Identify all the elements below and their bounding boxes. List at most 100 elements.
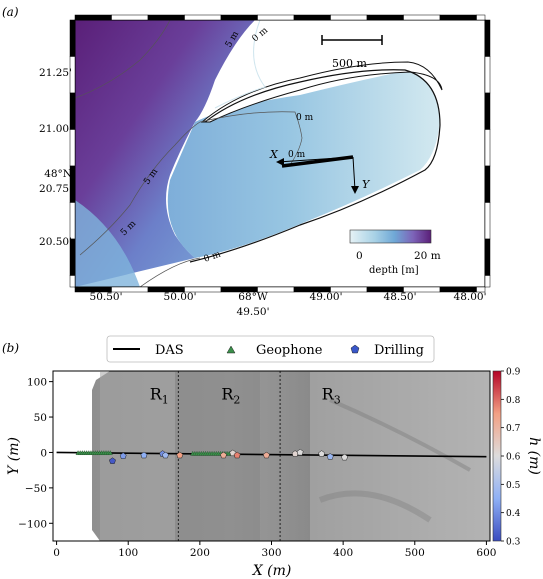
x-tick-label: 200	[190, 547, 210, 559]
contour-label: 0 m	[296, 113, 314, 123]
drilling-marker	[318, 450, 326, 457]
lat-tick: 21.00'	[39, 123, 72, 135]
legend-drilling-label: Drilling	[374, 343, 424, 358]
frame-segment	[484, 56, 491, 94]
x-tick-label: 0	[53, 547, 60, 559]
drilling-marker	[220, 451, 227, 459]
depth-colorbar-min: 0	[356, 250, 363, 262]
frame-segment	[484, 238, 491, 276]
frame-segment	[147, 14, 185, 21]
contour-label: 0 m	[288, 150, 306, 160]
panel-a-label: (a)	[2, 5, 19, 19]
north-shore-land	[200, 20, 485, 287]
frame-segment	[69, 275, 76, 288]
y-arrow-head	[351, 186, 359, 194]
x-tick-label: 100	[118, 547, 138, 559]
depth-colorbar-max: 20 m	[414, 250, 441, 262]
frame-segment	[484, 165, 491, 203]
legend-geophone-label: Geophone	[256, 343, 323, 358]
panel-b: (b) DAS Geophone Drilling R1 R2 R30 100 200 3…	[2, 335, 542, 579]
lat-tick: 21.25'	[39, 67, 72, 79]
geophone-marker	[107, 450, 113, 455]
peninsula-land	[200, 61, 443, 123]
contour-5m-north	[75, 20, 171, 99]
drilling-marker	[140, 451, 148, 459]
y-tick-label: 100	[27, 377, 47, 389]
y-direction-arrow	[352, 156, 356, 191]
frame-segment	[484, 129, 491, 167]
frame-segment	[69, 19, 76, 57]
lon-tick: 49.00'	[310, 291, 343, 303]
frame-segment	[476, 14, 486, 21]
drilling-marker	[341, 453, 348, 461]
legend: DAS Geophone Drilling	[106, 335, 435, 363]
panel-b-label: (b)	[2, 341, 19, 355]
frame-segment	[484, 275, 491, 288]
frame-segment	[220, 14, 258, 21]
x-arrow-head	[276, 158, 284, 166]
y-axis-label: Y (m)	[6, 437, 22, 475]
legend-geophone-swatch	[226, 345, 236, 354]
lon-degree: 68°W	[238, 291, 268, 303]
frame-segment	[184, 14, 222, 21]
drilling-marker	[326, 453, 334, 460]
lon-tick: 49.50'	[237, 306, 270, 318]
frame-segment	[330, 14, 368, 21]
contour-0m-inner	[199, 111, 303, 166]
frame-segment	[403, 14, 441, 21]
legend-das-label: DAS	[155, 343, 184, 358]
shoreline-0m	[189, 69, 441, 263]
lat-tick: 20.75'	[39, 183, 72, 195]
frame-segment	[484, 19, 491, 57]
scale-bar-label: 500 m	[332, 57, 367, 70]
lon-tick: 50.50'	[90, 291, 123, 303]
y-axis-arrow-label: Y	[362, 178, 371, 191]
frame-segment	[74, 14, 112, 21]
x-tick-label: 500	[405, 547, 425, 559]
lon-tick: 50.00'	[164, 291, 197, 303]
y-tick-label: −50	[25, 483, 47, 495]
x-tick-label: 300	[261, 547, 281, 559]
drilling-marker	[109, 457, 116, 464]
depth-colorbar-label: depth [m]	[369, 265, 419, 276]
legend-drilling-swatch	[350, 344, 360, 354]
x-axis-label: X (m)	[252, 563, 292, 579]
y-tick-label: 0	[40, 447, 47, 459]
frame-segment	[293, 14, 331, 21]
deep-water	[75, 20, 255, 287]
lon-tick: 48.00'	[454, 291, 487, 303]
x-direction-arrow	[277, 156, 354, 163]
contour-5m-south	[79, 121, 201, 256]
das-line	[56, 451, 487, 458]
h-tick-label: 0.9	[506, 368, 521, 378]
h-tick-label: 0.7	[506, 424, 521, 434]
drilling-marker	[263, 451, 270, 459]
h-colorbar-ticks: 0.9 0.8 0.7 0.6 0.5 0.4 0.3	[501, 368, 521, 548]
h-tick-label: 0.8	[506, 396, 521, 406]
depth-colorbar	[349, 229, 432, 244]
y-tick-label: −100	[18, 518, 47, 530]
panel-a: (a)	[2, 5, 491, 318]
frame-segment	[111, 14, 149, 21]
lon-tick: 48.50'	[384, 291, 417, 303]
drilling-marker	[296, 448, 304, 456]
y-tick-label: 50	[34, 412, 47, 424]
lat-degree: 48°N	[44, 168, 72, 180]
frame-segment	[257, 14, 295, 21]
map-frame	[69, 14, 491, 293]
h-tick-label: 0.5	[506, 481, 521, 491]
drilling-marker	[162, 451, 169, 459]
drilling-marker	[233, 451, 241, 459]
bathymetry-map	[75, 20, 485, 287]
frame-segment	[476, 286, 486, 293]
h-tick-label: 0.6	[506, 453, 521, 463]
h-tick-label: 0.4	[506, 509, 521, 519]
h-tick-label: 0.3	[506, 538, 521, 548]
x-axis-arrow-label: X	[269, 148, 279, 161]
x-tick-label: 400	[333, 547, 353, 559]
frame-segment	[439, 14, 477, 21]
drilling-marker	[176, 451, 184, 459]
frame-segment	[69, 202, 76, 240]
